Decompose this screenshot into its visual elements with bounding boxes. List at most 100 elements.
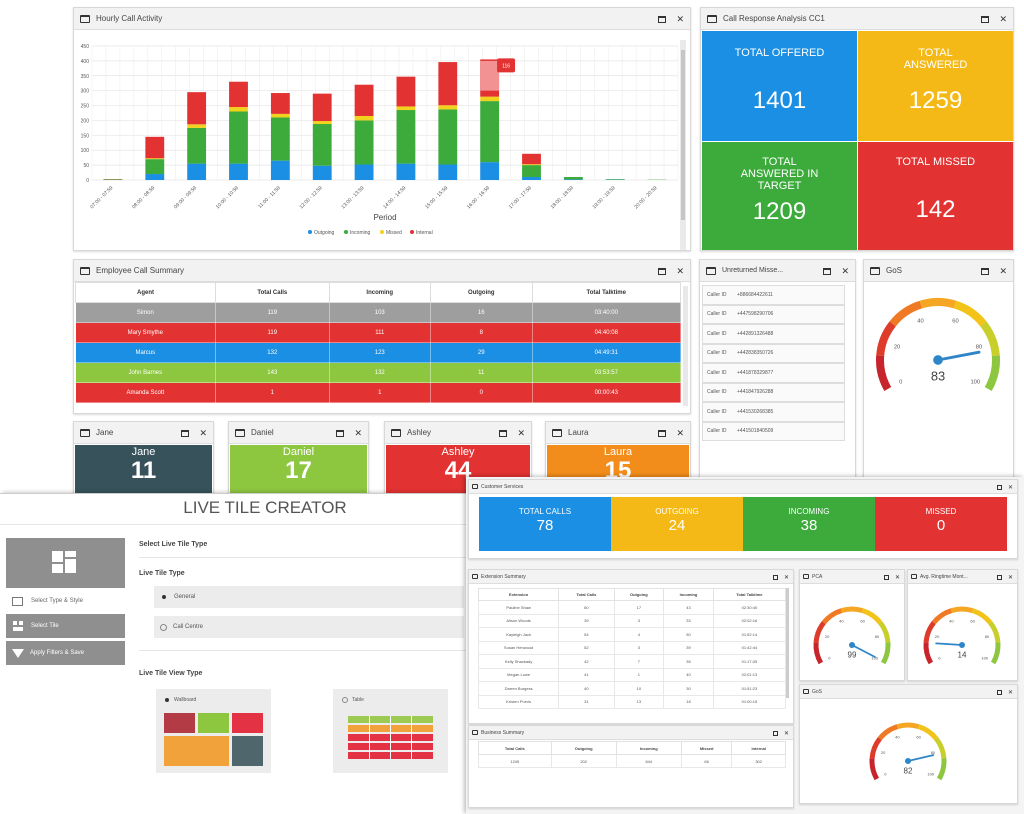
caller-row[interactable]: Caller ID +447598290706 [702,304,845,324]
maximize-icon[interactable] [499,429,508,437]
table-cell: 04:49:31 [532,342,682,363]
hourly-chart: 0 50 100 150 200 250 300 350 400 450 07:00 - 07:59… [81,40,686,250]
maximize-icon[interactable] [981,267,990,275]
maximize-icon[interactable] [981,15,990,23]
caller-row[interactable]: Caller ID +441878329877 [702,363,845,383]
close-icon[interactable]: ✕ [1007,484,1013,491]
maximize-icon[interactable] [658,429,667,437]
table-row[interactable]: Alison Woods 39 3 33 02:02:16 [477,613,787,628]
gauge-tick-label: 60 [970,618,975,623]
caller-row[interactable]: Caller ID +441530268385 [702,402,845,422]
close-icon[interactable]: ✕ [999,13,1007,24]
close-icon[interactable]: ✕ [354,427,362,438]
maximize-icon[interactable] [336,429,345,437]
column-header[interactable]: Total Talktime [712,588,787,601]
maximize-icon[interactable] [996,484,1002,490]
close-icon[interactable]: ✕ [894,574,900,581]
option-call-centre[interactable]: Call Centre [154,616,464,638]
maximize-icon[interactable] [996,689,1002,695]
bar-segment-internal [396,76,416,107]
tile-label: INCOMING [788,507,830,516]
maximize-icon[interactable] [883,574,889,580]
caller-row[interactable]: Caller ID +442838350726 [702,343,845,363]
column-header[interactable]: Total Calls [478,741,552,755]
column-header[interactable]: Incoming [328,282,432,303]
close-icon[interactable]: ✕ [841,265,849,276]
gos2-panel: GoS ✕ 0 20 40 60 80 100 82 [799,684,1018,804]
caller-row[interactable]: Caller ID +442891326488 [702,324,845,344]
close-icon[interactable]: ✕ [676,427,684,438]
nav-select-tile[interactable]: Select Tile [6,614,125,638]
maximize-icon[interactable] [772,574,778,580]
table-row[interactable]: 1245 202 644 66 302 [478,754,786,768]
column-header[interactable]: Outgoing [430,282,533,303]
option-general[interactable]: General [154,586,464,608]
close-icon[interactable]: ✕ [1007,574,1013,581]
table-cell: 111 [329,322,432,343]
table-row[interactable]: Darren Burgess 40 10 30 01:51:23 [477,681,787,696]
column-header[interactable]: Total Calls [558,588,615,601]
window-icon [803,574,809,579]
column-header[interactable]: Agent [74,282,217,303]
maximize-icon[interactable] [772,730,778,736]
table-row[interactable]: Kayleigh Jack 54 4 50 01:52:14 [477,627,787,642]
table-row[interactable]: Simon 119 103 16 03:40:00 [75,302,682,323]
table-cell: 10 [613,681,665,696]
table-row[interactable]: Pauline Shaw 60 17 43 02:30:40 [477,600,787,615]
table-cell: 16 [430,302,533,323]
caller-row[interactable]: Caller ID +441501840509 [702,421,845,441]
pca-panel: PCA ✕ 0 20 40 60 80 100 99 [799,569,905,681]
table-row[interactable]: Susan Henwood 52 3 39 01:42:44 [477,640,787,655]
scrollbar[interactable] [683,286,688,406]
maximize-icon[interactable] [181,429,190,437]
close-icon[interactable]: ✕ [783,730,789,737]
column-header[interactable]: Outgoing [550,741,617,755]
table-row[interactable]: Megan Lowe 41 1 40 02:01:13 [477,667,787,682]
table-cell: 29 [430,342,533,363]
caller-id-label: Caller ID [707,350,727,357]
view-table[interactable]: Table [333,689,448,773]
table-row[interactable]: Amanda Scott 1 1 0 00:00:43 [75,382,682,403]
column-header[interactable]: Internal [731,741,786,755]
panel-title: Avg. Ringtime Mont... [920,573,968,580]
table-row[interactable]: Kelly Shackady 42 7 35 01:17:05 [477,654,787,669]
table-row[interactable]: Marcus 132 123 29 04:49:31 [75,342,682,363]
column-header[interactable]: Total Calls [215,282,330,303]
column-header[interactable]: Extension [477,588,560,601]
table-row[interactable]: John Barnes 143 132 11 03:53:57 [75,362,682,383]
nav-apply-filters[interactable]: Apply Filters & Save [6,641,125,665]
maximize-icon[interactable] [996,574,1002,580]
column-header[interactable]: Outgoing [613,588,665,601]
view-wallboard[interactable]: Wallboard [156,689,271,773]
close-icon[interactable]: ✕ [517,427,525,438]
caller-row[interactable]: Caller ID +886684422611 [702,285,845,305]
caller-row[interactable]: Caller ID +441847926288 [702,382,845,402]
close-icon[interactable]: ✕ [676,13,684,24]
extension-summary-panel: Extension Summary ✕ Extension Total Calls O… [468,569,794,724]
close-icon[interactable]: ✕ [199,427,207,438]
column-header[interactable]: Incoming [663,588,714,601]
scrollbar[interactable] [786,588,789,698]
table-row[interactable]: Mary Smythe 119 111 8 04:40:08 [75,322,682,343]
bar-segment-outgoing [187,163,207,180]
customer-services-panel: Customer Services ✕ TOTAL CALLS 78 OUTGOING… [468,479,1018,559]
maximize-icon[interactable] [658,15,667,23]
table-cell: 17 [613,600,665,615]
column-header[interactable]: Incoming [615,741,682,755]
nav-select-type-style[interactable]: Select Type & Style [6,590,125,612]
panel-title: Business Summary [481,729,525,736]
y-tick-label: 50 [83,163,89,169]
table-row[interactable]: Kristen Purvis 31 13 18 01:00:15 [477,694,787,709]
hover-highlight [480,60,500,91]
close-icon[interactable]: ✕ [783,574,789,581]
panel-header: Unreturned Misse... ✕ [700,260,855,282]
close-icon[interactable]: ✕ [999,265,1007,276]
gauge-arc [953,300,987,327]
close-icon[interactable]: ✕ [1007,689,1013,696]
bar-segment-outgoing [270,160,290,180]
maximize-icon[interactable] [658,267,667,275]
close-icon[interactable]: ✕ [676,265,684,276]
maximize-icon[interactable] [823,267,832,275]
column-header[interactable]: Total Talktime [531,282,682,303]
column-header[interactable]: Missed [680,741,733,755]
